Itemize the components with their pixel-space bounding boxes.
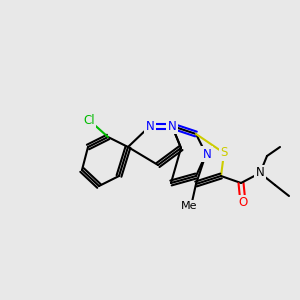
- Text: S: S: [220, 146, 228, 160]
- Text: N: N: [146, 119, 154, 133]
- Text: Cl: Cl: [83, 113, 95, 127]
- Text: N: N: [256, 167, 264, 179]
- Text: N: N: [168, 119, 176, 133]
- Text: N: N: [202, 148, 211, 160]
- Text: O: O: [238, 196, 247, 209]
- Text: Me: Me: [181, 201, 197, 211]
